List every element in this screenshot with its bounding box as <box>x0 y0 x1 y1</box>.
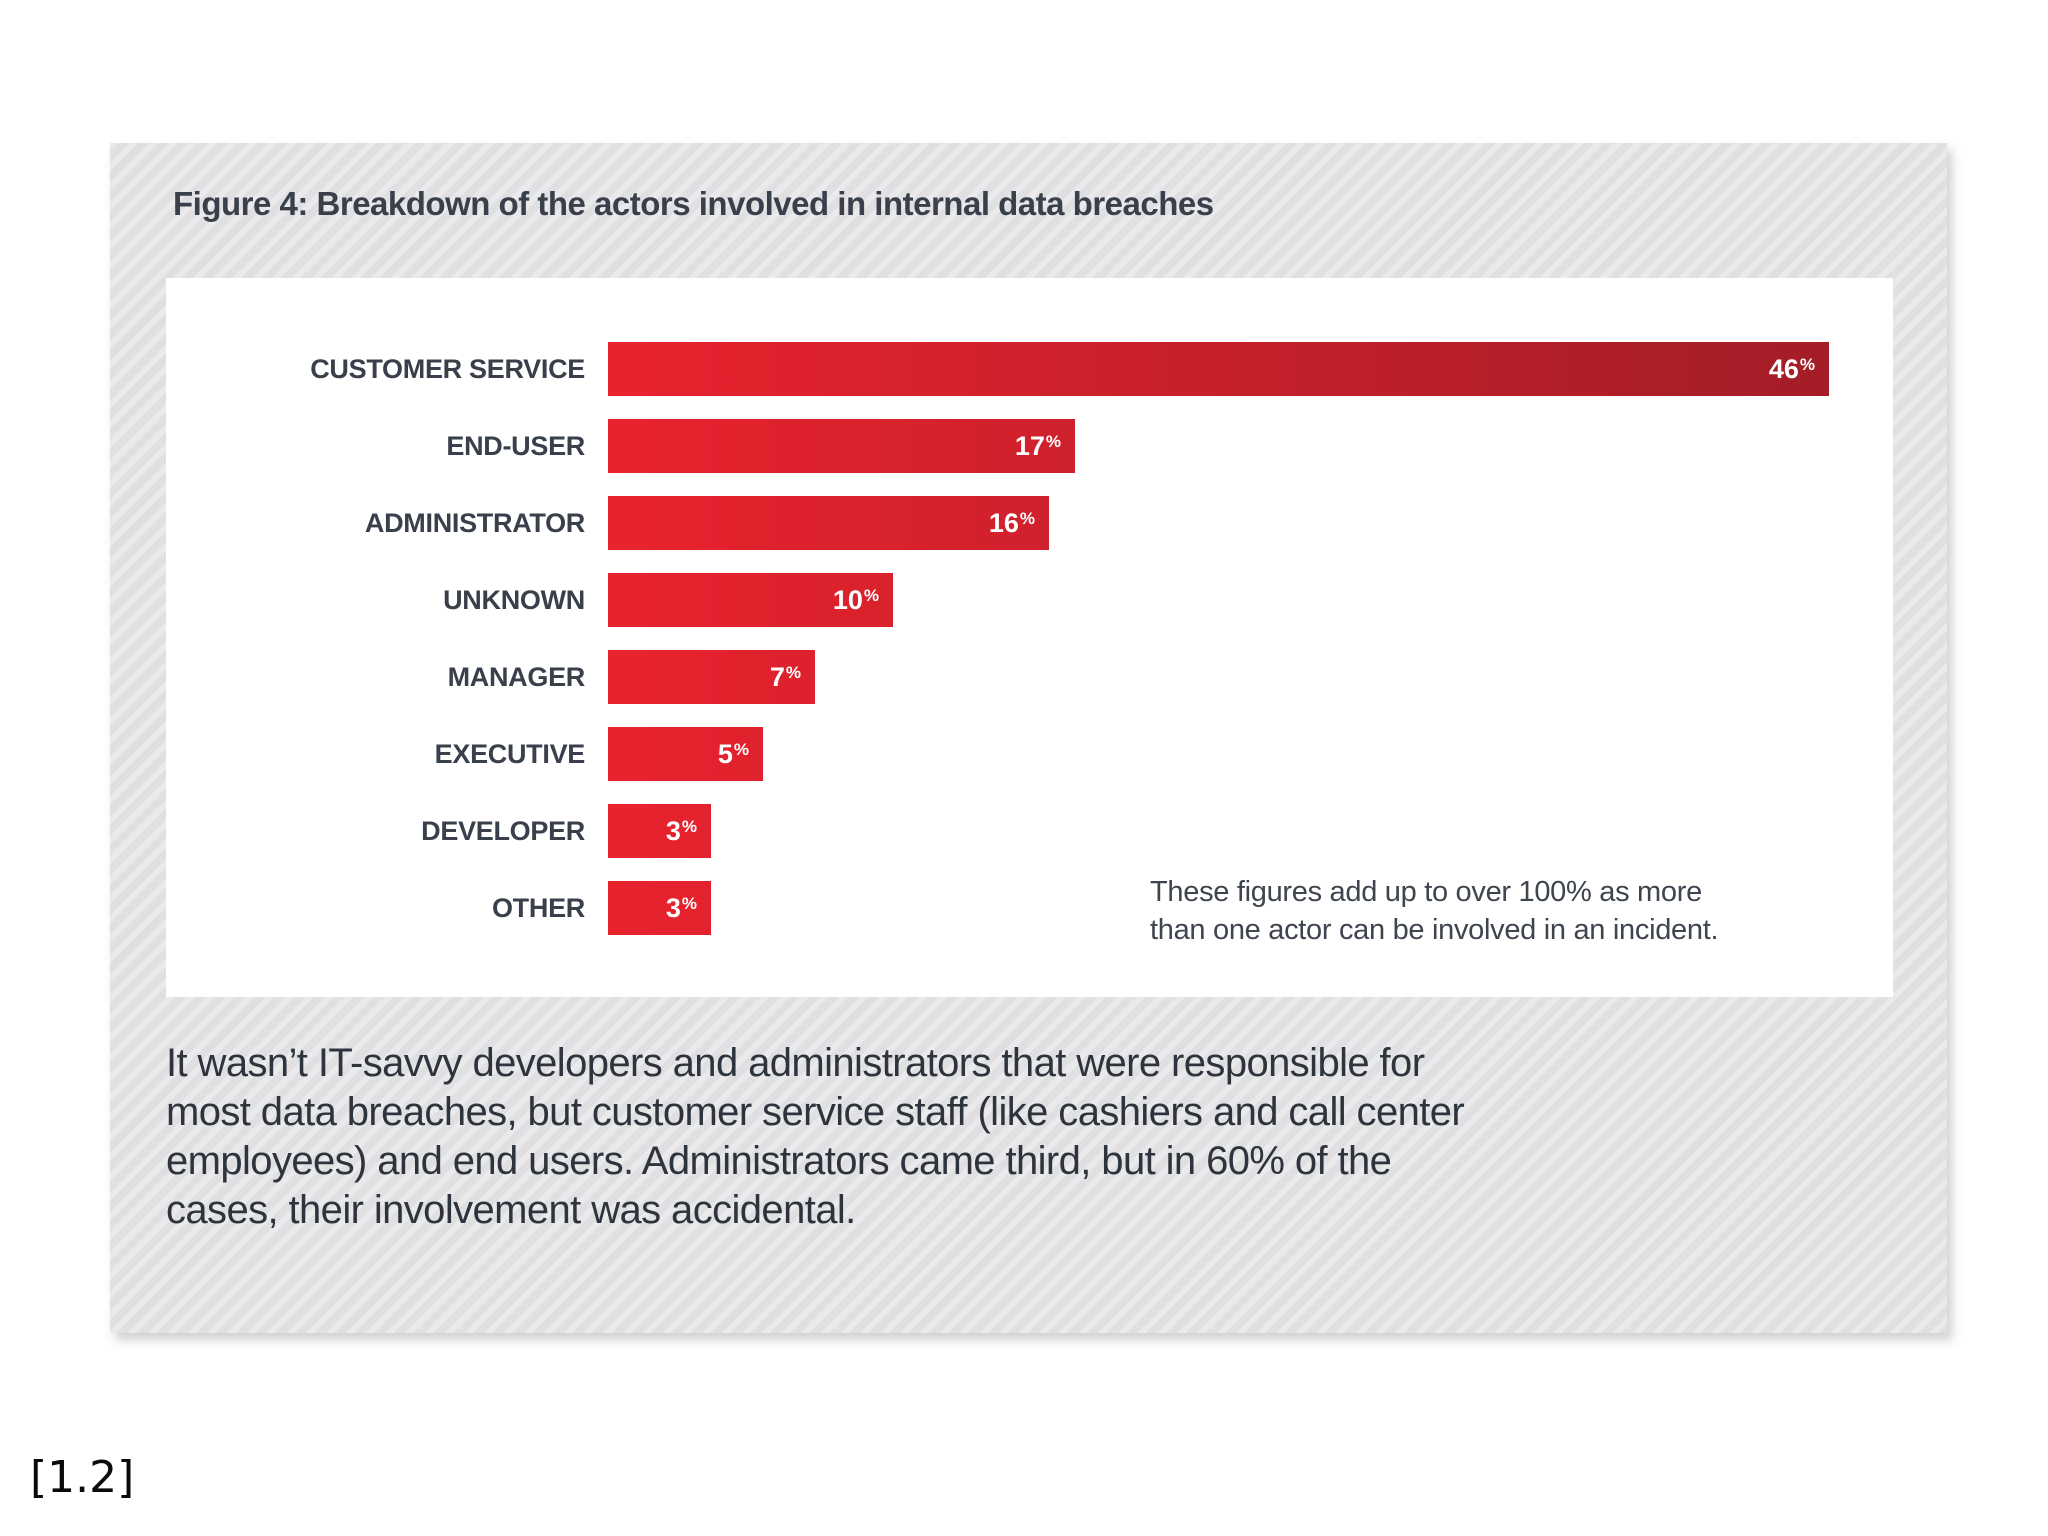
chart-annotation: These figures add up to over 100% as mor… <box>1150 873 1719 949</box>
chart-row: UNKNOWN 10% <box>166 573 1893 627</box>
caption-line: employees) and end users. Administrators… <box>166 1139 1392 1183</box>
bar-value-label: 7% <box>769 661 801 692</box>
chart-row: CUSTOMER SERVICE 46% <box>166 342 1893 396</box>
bar-value-label: 10% <box>832 584 879 615</box>
chart-annotation-line: than one actor can be involved in an inc… <box>1150 914 1719 946</box>
chart-row: MANAGER 7% <box>166 650 1893 704</box>
bar: 5% <box>608 727 763 781</box>
chart-rows: CUSTOMER SERVICE 46% END-USER 17% ADMINI… <box>166 342 1893 958</box>
chart-annotation-line: These figures add up to over 100% as mor… <box>1150 876 1702 908</box>
bar-value-label: 17% <box>1014 430 1061 461</box>
bar-value-label: 5% <box>717 738 749 769</box>
caption-line: It wasn’t IT-savvy developers and admini… <box>166 1041 1425 1085</box>
bar: 17% <box>608 419 1075 473</box>
bar: 7% <box>608 650 815 704</box>
bar-value-label: 16% <box>988 507 1035 538</box>
category-label: OTHER <box>491 892 585 923</box>
reference-label: [1.2] <box>30 1452 135 1503</box>
chart-row: DEVELOPER 3% <box>166 804 1893 858</box>
chart-row: ADMINISTRATOR 16% <box>166 496 1893 550</box>
bar: 10% <box>608 573 893 627</box>
bar: 3% <box>608 881 711 935</box>
bar: 46% <box>608 342 1829 396</box>
category-label: DEVELOPER <box>421 815 585 846</box>
bar-value-label: 3% <box>665 892 697 923</box>
figure-panel: Figure 4: Breakdown of the actors involv… <box>110 143 1947 1333</box>
category-label: END-USER <box>446 430 585 461</box>
category-label: CUSTOMER SERVICE <box>310 353 585 384</box>
category-label: ADMINISTRATOR <box>364 507 585 538</box>
bar-value-label: 46% <box>1768 353 1815 384</box>
category-label: EXECUTIVE <box>434 738 586 769</box>
bar-value-label: 3% <box>665 815 697 846</box>
category-label: UNKNOWN <box>443 584 585 615</box>
chart-row: OTHER 3% <box>166 881 1893 935</box>
caption-line: most data breaches, but customer service… <box>166 1090 1465 1134</box>
figure-title: Figure 4: Breakdown of the actors involv… <box>173 185 1214 222</box>
caption-line: cases, their involvement was accidental. <box>166 1188 856 1232</box>
figure-caption: It wasn’t IT-savvy developers and admini… <box>166 1039 1465 1235</box>
category-label: MANAGER <box>447 661 586 692</box>
bar: 16% <box>608 496 1049 550</box>
chart-row: END-USER 17% <box>166 419 1893 473</box>
bar: 3% <box>608 804 711 858</box>
bar-chart: CUSTOMER SERVICE 46% END-USER 17% ADMINI… <box>166 278 1893 997</box>
chart-row: EXECUTIVE 5% <box>166 727 1893 781</box>
